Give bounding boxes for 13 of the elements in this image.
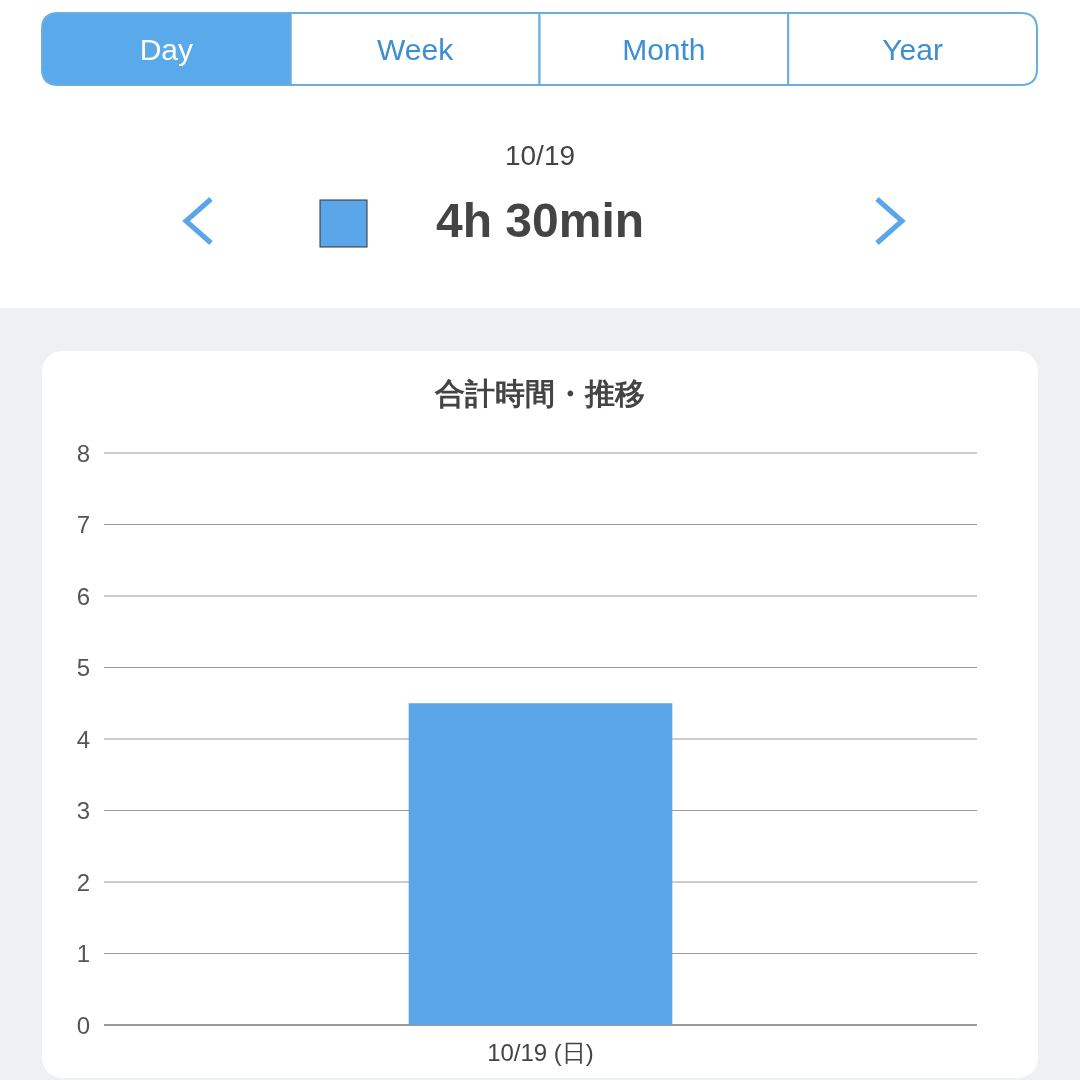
y-tick: 6	[76, 582, 90, 610]
x-tick: 10/19 (日)	[487, 1039, 594, 1066]
y-tick: 5	[76, 654, 90, 681]
total: 4h 30min	[435, 194, 645, 247]
y-tick: 2	[76, 868, 90, 896]
title: 合計時間・推移	[435, 377, 645, 410]
date: 10/19	[504, 140, 576, 171]
y-tick: 3	[76, 797, 90, 824]
y-tick: 1	[76, 940, 90, 967]
y-tick: 0	[76, 1011, 90, 1039]
y-tick: 7	[76, 511, 90, 538]
y-tick: 8	[76, 439, 90, 467]
y-tick: 4	[76, 725, 90, 753]
